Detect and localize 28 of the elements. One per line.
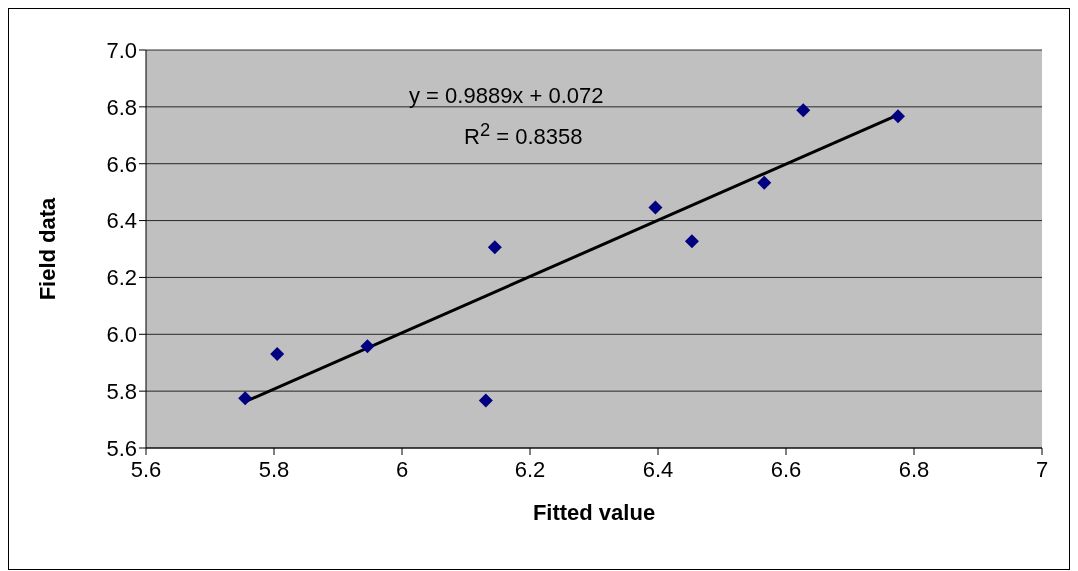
x-axis-title: Fitted value (532, 500, 656, 525)
x-tick-label: 6 (395, 456, 409, 482)
x-tick-label: 6.6 (770, 456, 802, 482)
point (270, 346, 285, 361)
point (757, 175, 772, 190)
point (487, 240, 502, 255)
y-tick-label: 6.0 (106, 322, 137, 348)
x-tick-label: 6.2 (514, 456, 546, 482)
point (648, 200, 663, 215)
y-tick-label: 6.4 (106, 208, 137, 234)
x-tick-label: 5.8 (258, 456, 290, 482)
annotation: y = 0.9889x + 0.072 (409, 83, 604, 109)
x-tick-label: 6.8 (898, 456, 930, 482)
y-tick-label: 6.8 (106, 94, 137, 120)
annotation: R$^{2}$ = 0.8358 (464, 119, 583, 151)
y-tick-label: 6.2 (106, 265, 137, 291)
y-tick-label: 6.6 (106, 151, 137, 177)
point (684, 234, 699, 249)
point (360, 339, 375, 354)
point (891, 109, 905, 124)
y-tick-label: 7.0 (106, 37, 137, 63)
point (796, 103, 811, 118)
x-tick-label: 6.4 (642, 456, 674, 482)
y-tick-label: 5.8 (106, 378, 137, 404)
point (238, 391, 253, 406)
y-axis-title: Field data (34, 196, 60, 301)
x-tick-label: 7 (1035, 456, 1049, 482)
point (478, 393, 493, 408)
